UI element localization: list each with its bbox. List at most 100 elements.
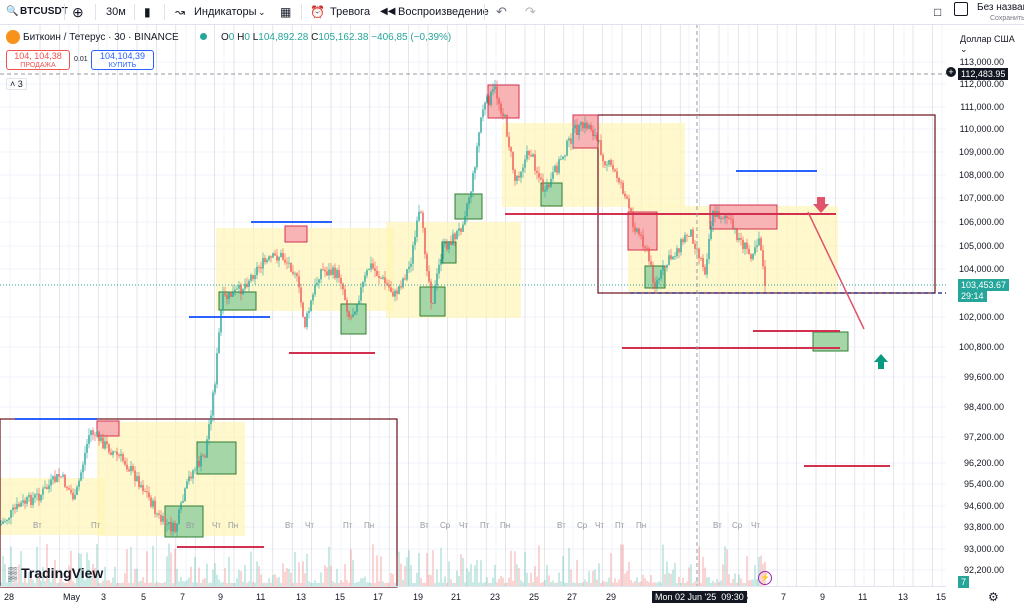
candle-body	[752, 253, 754, 259]
candle-body	[170, 522, 172, 532]
candle-body	[436, 273, 438, 286]
candle-body	[474, 167, 476, 174]
volume-bar	[628, 562, 630, 586]
candle-body	[686, 235, 688, 237]
replay-icon[interactable]: ◀◀	[380, 6, 396, 17]
volume-bar	[742, 582, 744, 586]
bar-countdown: 29:14	[958, 290, 987, 302]
time-tick-label: 29	[606, 592, 617, 602]
weekday-label: Пт	[615, 521, 625, 530]
candle-body	[16, 504, 18, 510]
volume-bar	[92, 563, 94, 586]
layout-icon[interactable]	[954, 2, 968, 16]
indicators-collapse-button[interactable]: ˄ 3	[6, 78, 27, 90]
price-tick-label: 109,000.00	[958, 147, 1004, 157]
price-tick-label: 106,000.00	[958, 217, 1004, 227]
candle-body	[592, 129, 594, 137]
sell-button[interactable]: 104, 104,38 ПРОДАЖА	[6, 50, 70, 70]
volume-bar	[218, 579, 220, 586]
time-tick-label: 7	[180, 592, 186, 602]
candle-body	[240, 284, 242, 295]
replay-button[interactable]: Воспроизведение	[398, 6, 489, 18]
layout-save-label[interactable]: Сохранить	[990, 15, 1024, 22]
settings-gear-icon[interactable]: ⚙	[988, 590, 999, 604]
volume-bar	[622, 544, 624, 586]
volume-bar	[238, 569, 240, 586]
time-axis[interactable]: 28May357911131517192123252729579111315	[0, 586, 946, 611]
candle-body	[552, 172, 554, 179]
candle-body	[372, 263, 374, 269]
alarm-clock-icon[interactable]: ⏰	[310, 5, 325, 19]
candle-body	[312, 294, 314, 301]
volume-bar	[236, 578, 238, 586]
volume-bar	[506, 582, 508, 586]
candle-body	[392, 291, 394, 297]
candle-body	[344, 289, 346, 300]
price-axis[interactable]: Доллар США ⌄ 113,000.00 112,000.00 111,000…	[946, 24, 1024, 586]
currency-selector[interactable]: Доллар США ⌄	[960, 34, 1015, 54]
alert-button[interactable]: Тревога	[330, 6, 371, 18]
volume-bar	[760, 555, 762, 586]
candle-body	[354, 311, 356, 315]
volume-bar	[48, 578, 50, 586]
market-status-dot	[200, 33, 207, 40]
candle-body	[318, 279, 320, 283]
candle-body	[558, 159, 560, 173]
volume-bar	[374, 582, 376, 586]
indicators-button[interactable]: Индикаторы	[194, 6, 257, 18]
volume-bar	[82, 570, 84, 586]
volume-bar	[64, 583, 66, 586]
volume-bar	[582, 582, 584, 586]
volume-bar	[332, 581, 334, 586]
volume-bar	[548, 575, 550, 586]
add-symbol-icon[interactable]: ⊕	[72, 4, 84, 20]
volume-bar	[650, 575, 652, 586]
candle-body	[422, 212, 424, 228]
volume-bar	[538, 545, 540, 586]
time-tick-label: 11	[256, 592, 266, 602]
add-price-alert-icon[interactable]: +	[946, 67, 956, 77]
layout-title[interactable]: Без назван	[977, 2, 1024, 13]
candle-body	[30, 495, 32, 505]
buy-button[interactable]: 104,104,39 КУПИТЬ	[91, 50, 154, 70]
candle-type-icon[interactable]: ▮	[144, 5, 151, 19]
indicators-icon[interactable]: ↝	[175, 5, 186, 19]
fullscreen-icon[interactable]: □	[934, 5, 942, 19]
candle-body	[638, 228, 640, 235]
candle-body	[338, 269, 340, 279]
price-tick-label: 93,000.00	[963, 544, 1004, 554]
volume-bar	[508, 577, 510, 586]
volume-bar	[408, 550, 410, 586]
time-tick-label: 13	[898, 592, 909, 602]
price-tick-label: 110,000.00	[959, 124, 1004, 134]
volume-bar	[608, 577, 610, 586]
undo-icon[interactable]: ↶	[496, 4, 507, 19]
candle-body	[138, 476, 140, 488]
volume-bar	[50, 582, 52, 586]
search-icon[interactable]: 🔍	[6, 6, 19, 17]
lightning-icon[interactable]: ⚡	[758, 571, 772, 585]
candle-body	[106, 441, 108, 445]
candle-body	[466, 203, 468, 217]
candle-body	[688, 236, 690, 237]
candle-body	[62, 474, 64, 477]
chevron-down-icon[interactable]: ⌄	[258, 7, 266, 17]
redo-icon[interactable]: ↷	[525, 4, 536, 19]
candle-body	[250, 274, 252, 281]
volume-bar	[654, 582, 656, 586]
symbol-search-button[interactable]: BTCUSDT	[20, 6, 68, 17]
candle-body	[382, 277, 384, 279]
candle-body	[498, 98, 500, 104]
candle-body	[286, 262, 288, 264]
volume-bar	[562, 555, 564, 586]
volume-bar	[312, 583, 314, 586]
interval-button[interactable]: 30м	[106, 6, 126, 18]
volume-bar	[584, 579, 586, 586]
bitcoin-logo	[6, 30, 20, 44]
symbol-title: Биткоин / Тетерус · 30 · BINANCE	[23, 32, 179, 43]
candle-body	[348, 311, 350, 317]
layout-grid-icon[interactable]: ▦	[280, 5, 292, 19]
volume-bar	[228, 556, 230, 586]
candle-body	[350, 316, 352, 318]
